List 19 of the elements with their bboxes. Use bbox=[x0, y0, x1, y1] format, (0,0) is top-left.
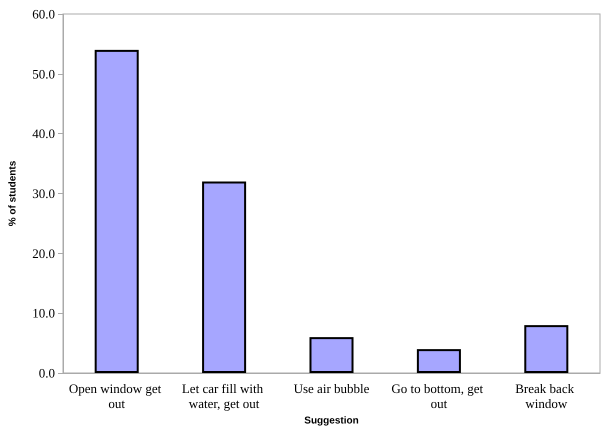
x-tick-label: Use air bubble bbox=[294, 381, 370, 396]
x-tick-label: Go to bottom, get out bbox=[391, 381, 486, 411]
bar bbox=[202, 182, 246, 373]
y-tick-label: 30.0 bbox=[32, 186, 55, 201]
y-tick-label: 20.0 bbox=[32, 246, 55, 261]
y-tick-label: 40.0 bbox=[32, 126, 55, 142]
bar bbox=[94, 50, 139, 373]
x-tick-label: Open window get out bbox=[68, 381, 165, 411]
bar bbox=[416, 349, 461, 373]
x-tick-label: Let car fill with water, get out bbox=[182, 381, 266, 411]
x-axis-title: Suggestion bbox=[304, 415, 359, 426]
y-tick-label: 0.0 bbox=[38, 366, 55, 380]
y-tick-label: 50.0 bbox=[32, 66, 55, 82]
y-axis-title: % of students bbox=[8, 160, 18, 226]
bar bbox=[524, 325, 568, 373]
bar bbox=[309, 337, 354, 373]
x-tick-label: Break back window bbox=[515, 381, 578, 411]
y-tick-label: 10.0 bbox=[32, 306, 55, 321]
y-tick-label: 60.0 bbox=[32, 6, 55, 22]
